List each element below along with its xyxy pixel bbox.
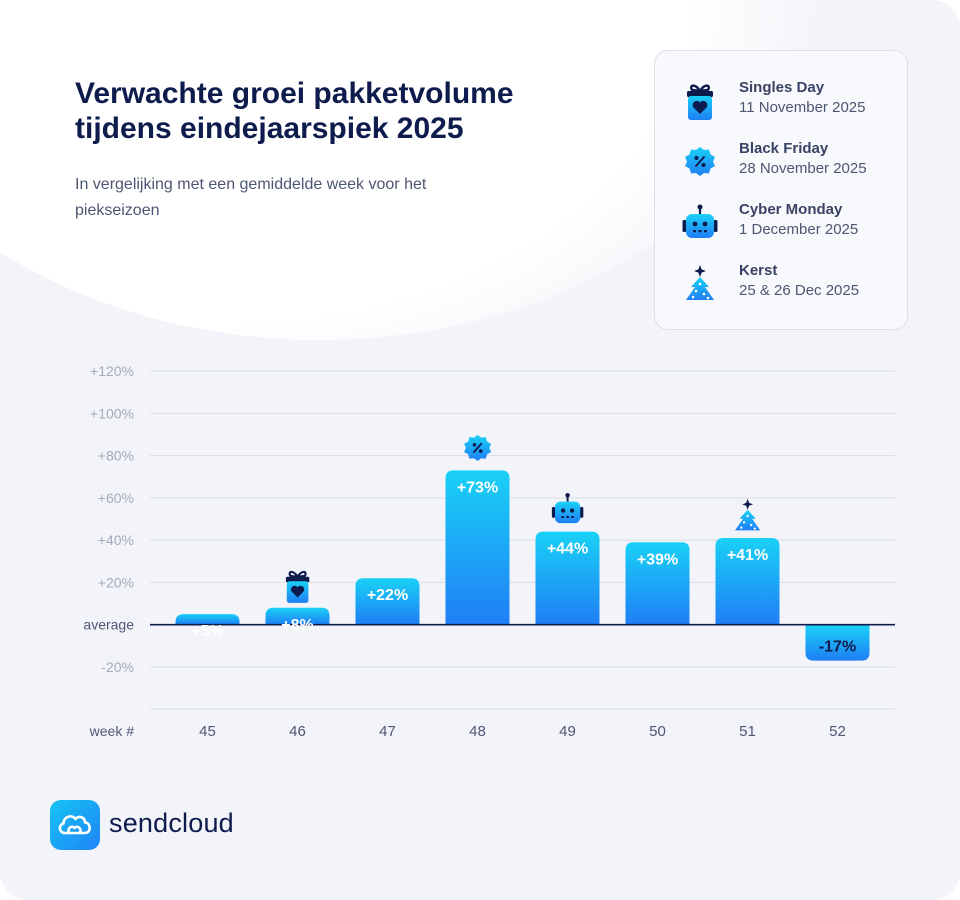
bar-week-45 bbox=[175, 614, 240, 625]
bar-week-49 bbox=[535, 531, 600, 625]
bar-value-label: +5% bbox=[191, 623, 223, 640]
bar-value-label: +22% bbox=[367, 587, 408, 604]
bar-value-label: -17% bbox=[819, 639, 856, 656]
bar-week-48 bbox=[445, 470, 510, 625]
bar-value-label: +39% bbox=[637, 551, 678, 568]
brand: sendcloud bbox=[50, 800, 250, 850]
y-tick-label: +40% bbox=[98, 532, 134, 548]
bar-value-label: +41% bbox=[727, 547, 768, 564]
x-tick-label: 45 bbox=[199, 723, 216, 740]
bar-week-50 bbox=[625, 542, 690, 625]
legend-name: Black Friday bbox=[739, 140, 829, 157]
x-tick-label: 51 bbox=[739, 723, 756, 740]
y-tick-label: +60% bbox=[98, 490, 134, 506]
y-tick-label: average bbox=[83, 617, 134, 633]
percent-badge-icon bbox=[681, 142, 719, 184]
legend-name: Cyber Monday bbox=[739, 201, 843, 218]
cloud-icon bbox=[50, 800, 100, 850]
legend-date: 11 November 2025 bbox=[739, 99, 866, 116]
bar-chart: +5% +8% +22% +73% +44% +39% +41% -17% +120% +100… bbox=[83, 363, 895, 740]
gift-heart-icon bbox=[681, 81, 719, 123]
x-tick-label: 52 bbox=[829, 723, 846, 740]
percent-badge-icon bbox=[464, 434, 492, 461]
x-tick-label: 50 bbox=[649, 723, 666, 740]
y-tick-label: +80% bbox=[98, 448, 134, 464]
brand-name: sendcloud bbox=[109, 808, 234, 838]
christmas-tree-icon bbox=[681, 264, 719, 306]
bar-week-46 bbox=[265, 607, 330, 625]
bar-week-52 bbox=[805, 624, 870, 661]
legend-date: 28 November 2025 bbox=[739, 160, 867, 177]
x-tick-label: 47 bbox=[379, 723, 396, 740]
bar-value-label: +73% bbox=[457, 479, 498, 496]
x-axis-label: week # bbox=[89, 723, 135, 739]
bar-week-47 bbox=[355, 578, 420, 625]
legend-date: 25 & 26 Dec 2025 bbox=[739, 282, 860, 299]
event-legend: Singles Day 11 November 2025 Black Frida… bbox=[654, 50, 908, 330]
y-tick-label: -20% bbox=[101, 659, 134, 675]
x-tick-label: 46 bbox=[289, 723, 306, 740]
y-tick-label: +120% bbox=[90, 363, 134, 379]
legend-date: 1 December 2025 bbox=[739, 221, 859, 238]
legend-item-black-friday: Black Friday 28 November 2025 bbox=[655, 138, 909, 188]
legend-name: Kerst bbox=[739, 262, 778, 279]
bar-value-label: +8% bbox=[281, 617, 313, 634]
x-tick-label: 49 bbox=[559, 723, 576, 740]
gift-heart-icon bbox=[285, 570, 310, 603]
bar-week-51 bbox=[715, 538, 780, 625]
bar-value-label: +44% bbox=[547, 541, 588, 558]
legend-item-kerst: Kerst 25 & 26 Dec 2025 bbox=[655, 260, 909, 310]
robot-icon bbox=[681, 203, 719, 245]
legend-name: Singles Day bbox=[739, 79, 825, 96]
legend-item-cyber-monday: Cyber Monday 1 December 2025 bbox=[655, 199, 909, 249]
y-tick-label: +20% bbox=[98, 574, 134, 590]
page-title: Verwachte groei pakketvolume tijdens ein… bbox=[75, 77, 514, 145]
legend-item-singles-day: Singles Day 11 November 2025 bbox=[655, 77, 909, 127]
robot-icon bbox=[551, 493, 584, 524]
y-tick-label: +100% bbox=[90, 405, 134, 421]
page-subtitle: In vergelijking met een gemiddelde week … bbox=[75, 176, 427, 219]
christmas-tree-icon bbox=[735, 498, 761, 531]
x-tick-label: 48 bbox=[469, 723, 486, 740]
